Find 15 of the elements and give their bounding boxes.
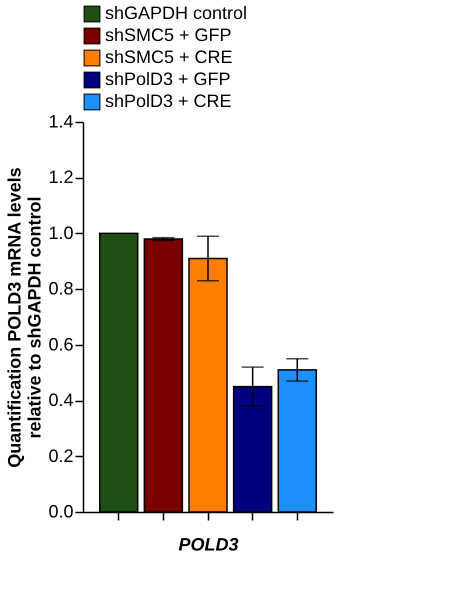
y-tick-label: 1.0	[48, 222, 74, 243]
y-axis-title: Quantification POLD3 mRNA levels relative to shGAPDH control	[4, 167, 44, 468]
x-axis-title: POLD3	[178, 534, 239, 554]
legend-label: shPolD3 + GFP	[105, 69, 231, 89]
legend-label: shGAPDH control	[105, 3, 248, 23]
y-tick-label: 0.6	[48, 334, 74, 354]
legend-label: shSMC5 + GFP	[105, 25, 232, 45]
y-tick-label: 0.2	[48, 446, 74, 466]
y-tick-label: 0.4	[48, 390, 74, 410]
y-tick-label: 0.8	[48, 278, 74, 299]
y-tick-label: 1.2	[48, 167, 74, 188]
legend-label: shPolD3 + CRE	[105, 91, 232, 111]
legend-label: shSMC5 + CRE	[105, 47, 233, 67]
y-tick-label: 0.0	[48, 502, 74, 522]
y-tick-label: 1.4	[48, 112, 74, 132]
